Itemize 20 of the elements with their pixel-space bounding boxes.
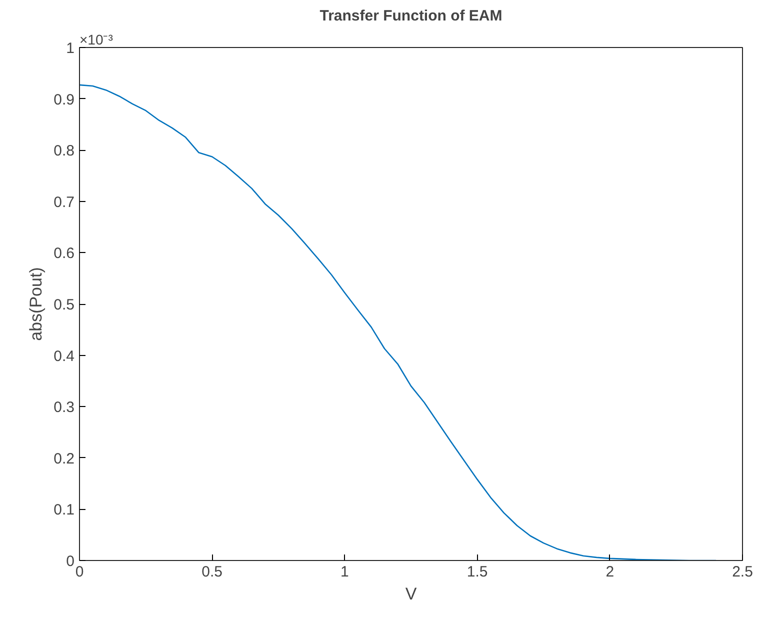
x-axis-title: V bbox=[405, 584, 418, 604]
y-tick-label: 0 bbox=[66, 553, 74, 570]
y-axis-title: abs(Pout) bbox=[26, 267, 46, 341]
y-tick-label: 0.3 bbox=[54, 399, 75, 416]
text: ×10⁻³ bbox=[80, 32, 114, 48]
x-tick-label: 0.5 bbox=[202, 564, 223, 580]
y-tick-label: 0.9 bbox=[54, 91, 75, 108]
y-tick-label: 0.8 bbox=[54, 142, 75, 160]
x-tick-label: 2.5 bbox=[732, 564, 753, 580]
x-tick-label: 1 bbox=[340, 564, 349, 580]
y-tick-label: 0.1 bbox=[54, 502, 75, 519]
y-tick-label: 0.2 bbox=[54, 450, 75, 468]
y-tick-label: 0.7 bbox=[54, 194, 75, 211]
y-tick-label: 0.5 bbox=[54, 296, 75, 314]
y-tick-label: 1 bbox=[66, 40, 74, 57]
x-tick-label: 2 bbox=[606, 564, 614, 580]
x-tick-label: 1.5 bbox=[466, 564, 488, 580]
y-tick-label: 0.4 bbox=[54, 348, 75, 365]
chart-title: Transfer Function of EAM bbox=[320, 8, 502, 24]
y-tick-label: 0.6 bbox=[54, 245, 75, 262]
